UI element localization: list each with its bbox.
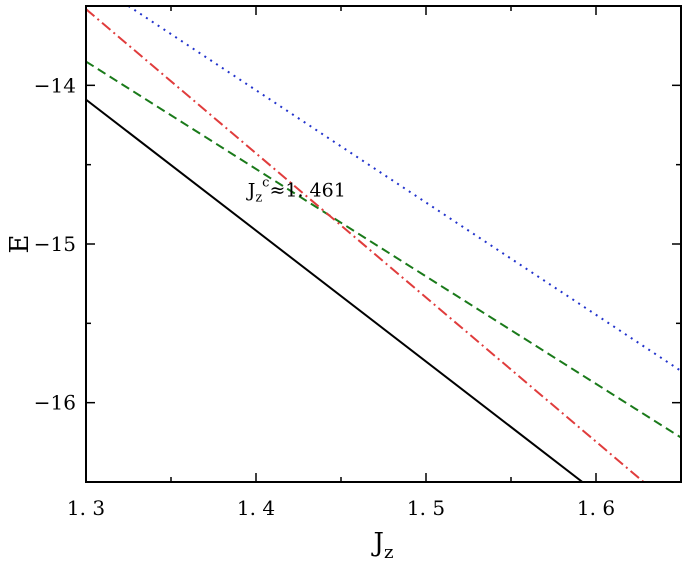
annotation-base: J	[246, 180, 256, 202]
x-tick-label: 1. 5	[407, 496, 445, 520]
x-axis-title-sub: z	[384, 542, 393, 561]
tick-group	[85, 5, 682, 483]
x-axis-title: Jz	[371, 528, 394, 561]
x-axis-title-base: J	[371, 528, 384, 558]
annotation-sub: z	[255, 191, 262, 206]
critical-point-annotation: Jzc≈1. 461	[246, 176, 346, 206]
annotation-sup: c	[262, 176, 269, 191]
series-line-solid	[86, 98, 584, 482]
plot-frame	[85, 5, 682, 483]
y-tick-label: −15	[34, 232, 76, 256]
x-tick-label: 1. 6	[577, 496, 615, 520]
y-tick-label: −16	[34, 391, 76, 415]
x-tick-label: 1. 3	[67, 496, 105, 520]
series-line-dotted	[127, 6, 681, 372]
series-group	[86, 6, 681, 482]
series-line-dashdot	[86, 8, 645, 482]
x-tick-label: 1. 4	[237, 496, 275, 520]
y-axis-title: E	[5, 235, 35, 254]
series-line-dashed	[86, 60, 681, 439]
y-tick-label: −14	[34, 73, 76, 97]
annotation-value: ≈1. 461	[269, 180, 345, 202]
tick-label-group: 1. 3 1. 4 1. 5 1. 6 −14 −15 −16	[34, 73, 615, 520]
